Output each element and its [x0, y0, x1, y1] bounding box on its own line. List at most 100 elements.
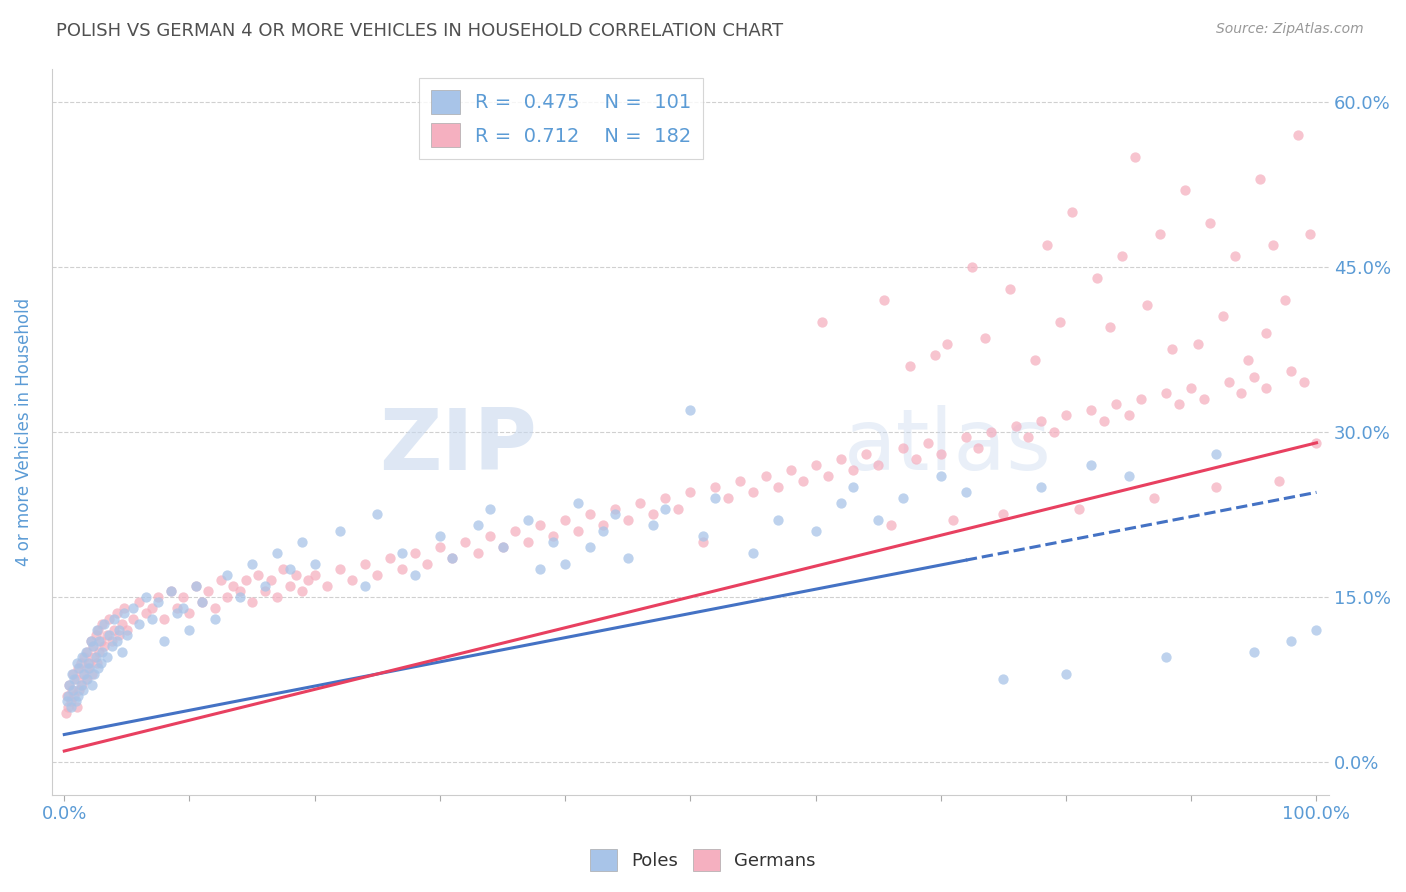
Point: [1005, 419, 1028, 434]
Legend: Poles, Germans: Poles, Germans: [583, 842, 823, 879]
Point: [284, 568, 307, 582]
Point: [742, 485, 765, 500]
Point: [70, 678, 93, 692]
Text: Source: ZipAtlas.com: Source: ZipAtlas.com: [1216, 22, 1364, 37]
Point: [416, 557, 439, 571]
Point: [240, 595, 263, 609]
Point: [65, 694, 87, 708]
Point: [59, 694, 82, 708]
Y-axis label: 4 or more Vehicles in Household: 4 or more Vehicles in Household: [15, 298, 32, 566]
Point: [391, 546, 413, 560]
Point: [1130, 392, 1153, 406]
Point: [128, 617, 150, 632]
Point: [153, 612, 176, 626]
Point: [82, 640, 104, 654]
Point: [111, 645, 134, 659]
Point: [766, 480, 789, 494]
Point: [804, 458, 827, 472]
Point: [63, 689, 86, 703]
Point: [404, 546, 426, 560]
Point: [278, 579, 301, 593]
Point: [159, 584, 181, 599]
Point: [579, 508, 602, 522]
Point: [1118, 468, 1140, 483]
Point: [98, 628, 121, 642]
Point: [1118, 409, 1140, 423]
Point: [86, 656, 108, 670]
Point: [1281, 634, 1303, 648]
Point: [917, 435, 939, 450]
Point: [1017, 430, 1039, 444]
Point: [72, 683, 94, 698]
Point: [1136, 298, 1159, 312]
Point: [516, 534, 538, 549]
Point: [842, 480, 865, 494]
Point: [1199, 216, 1222, 230]
Point: [1067, 501, 1090, 516]
Point: [122, 612, 145, 626]
Point: [467, 546, 489, 560]
Point: [67, 689, 90, 703]
Point: [567, 524, 589, 538]
Point: [1111, 249, 1133, 263]
Point: [80, 667, 103, 681]
Point: [929, 468, 952, 483]
Point: [59, 700, 82, 714]
Point: [717, 491, 740, 505]
Point: [830, 452, 852, 467]
Point: [184, 579, 207, 593]
Point: [516, 513, 538, 527]
Point: [1292, 376, 1315, 390]
Point: [503, 524, 526, 538]
Point: [529, 562, 551, 576]
Point: [1236, 353, 1258, 368]
Point: [579, 541, 602, 555]
Point: [60, 667, 83, 681]
Point: [491, 541, 513, 555]
Point: [929, 447, 952, 461]
Point: [56, 700, 79, 714]
Point: [616, 513, 638, 527]
Point: [159, 584, 181, 599]
Point: [541, 534, 564, 549]
Point: [260, 574, 283, 588]
Point: [103, 623, 125, 637]
Point: [641, 518, 664, 533]
Point: [62, 683, 84, 698]
Point: [329, 524, 352, 538]
Point: [1105, 397, 1128, 411]
Point: [58, 678, 80, 692]
Point: [692, 529, 714, 543]
Point: [101, 634, 124, 648]
Point: [79, 634, 101, 648]
Point: [1243, 369, 1265, 384]
Point: [842, 463, 865, 477]
Point: [304, 568, 326, 582]
Point: [567, 496, 589, 510]
Point: [1192, 392, 1215, 406]
Point: [135, 607, 157, 621]
Point: [792, 475, 814, 489]
Point: [592, 518, 614, 533]
Point: [58, 678, 80, 692]
Point: [89, 645, 111, 659]
Point: [222, 579, 245, 593]
Point: [112, 607, 135, 621]
Point: [429, 529, 451, 543]
Point: [541, 529, 564, 543]
Point: [967, 442, 990, 456]
Point: [441, 551, 464, 566]
Point: [742, 546, 765, 560]
Point: [76, 645, 98, 659]
Point: [247, 568, 270, 582]
Point: [1174, 183, 1197, 197]
Point: [1085, 270, 1108, 285]
Point: [616, 551, 638, 566]
Point: [84, 628, 107, 642]
Point: [179, 623, 201, 637]
Point: [811, 315, 834, 329]
Point: [86, 623, 108, 637]
Point: [93, 640, 115, 654]
Point: [304, 557, 326, 571]
Point: [87, 623, 110, 637]
